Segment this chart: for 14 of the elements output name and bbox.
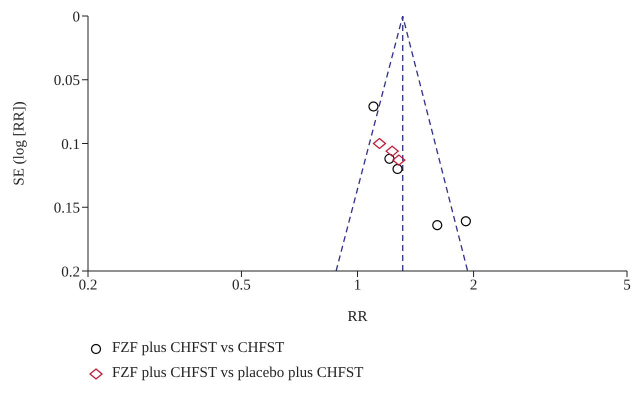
y-tick-label: 0 — [72, 9, 80, 26]
x-axis-title: RR — [347, 309, 368, 325]
y-tick-label: 0.1 — [61, 136, 80, 153]
x-tick-label: 2 — [470, 278, 478, 294]
x-tick-label: 0.5 — [232, 278, 251, 294]
legend-label: FZF plus CHFST vs CHFST — [112, 340, 284, 357]
y-tick-label: 0.05 — [54, 73, 80, 90]
x-tick-label: 0.2 — [78, 278, 98, 294]
legend-label: FZF plus CHFST vs placebo plus CHFST — [112, 365, 364, 382]
y-tick-label: 0.15 — [54, 200, 80, 217]
y-tick-label: 0.2 — [61, 264, 80, 280]
y-axis-title: SE (log [RR]) — [11, 101, 28, 186]
x-tick-label: 1 — [354, 278, 362, 294]
x-tick-label: 5 — [623, 278, 631, 294]
